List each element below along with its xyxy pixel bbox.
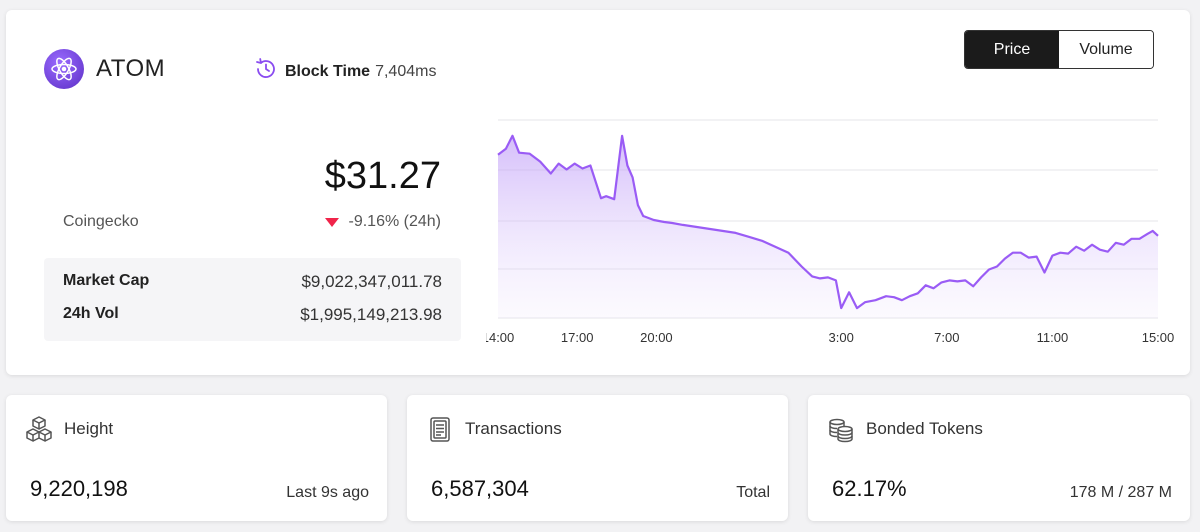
- market-cap-value: $9,022,347,011.78: [301, 272, 442, 291]
- block-time-label: Block Time: [285, 62, 371, 80]
- bonded-value: 62.17%: [832, 476, 907, 501]
- current-price: $31.27: [324, 155, 441, 197]
- transactions-value: 6,587,304: [431, 476, 529, 501]
- transactions-card-header: Transactions: [425, 414, 562, 444]
- history-clock-icon: [253, 56, 279, 87]
- coin-brand: ATOM: [44, 49, 165, 89]
- x-tick-label: 14:00: [486, 330, 514, 345]
- price-source: Coingecko: [63, 213, 139, 230]
- coin-name: ATOM: [96, 55, 166, 82]
- x-tick-label: 17:00: [561, 330, 594, 345]
- x-tick-label: 11:00: [1037, 330, 1069, 345]
- price-area: [498, 135, 1158, 318]
- height-value: 9,220,198: [30, 476, 128, 501]
- x-tick-label: 15:00: [1142, 330, 1175, 345]
- price-chart[interactable]: 14:00 17:00 20:00 3:00 7:00 11:00 15:00: [486, 100, 1186, 350]
- bonded-sub: 178 M / 287 M: [1069, 484, 1172, 501]
- market-stats: Market Cap $9,022,347,011.78 24h Vol $1,…: [44, 258, 461, 341]
- height-card: Height 9,220,198 Last 9s ago: [6, 395, 387, 521]
- chart-mode-toggle: Price Volume: [964, 30, 1154, 69]
- x-tick-label: 20:00: [640, 330, 673, 345]
- down-arrow-icon: [324, 217, 339, 227]
- transactions-card: Transactions 6,587,304 Total: [407, 395, 788, 521]
- market-cap-row: Market Cap $9,022,347,011.78: [63, 272, 442, 292]
- x-tick-label: 3:00: [829, 330, 854, 345]
- volume-label: 24h Vol: [63, 305, 119, 322]
- price-change: -9.16% (24h): [324, 213, 442, 231]
- volume-value: $1,995,149,213.98: [300, 305, 442, 324]
- bonded-card-header: Bonded Tokens: [826, 414, 983, 444]
- height-label: Height: [64, 419, 114, 438]
- bonded-tokens-card: Bonded Tokens 62.17% 178 M / 287 M: [808, 395, 1190, 521]
- coins-icon: [826, 414, 856, 444]
- document-icon: [425, 414, 455, 444]
- block-time: Block Time 7,404ms: [253, 56, 436, 87]
- height-sub: Last 9s ago: [286, 484, 369, 501]
- height-card-header: Height: [24, 414, 113, 444]
- block-time-value: 7,404ms: [375, 62, 437, 80]
- volume-toggle-button[interactable]: Volume: [1059, 31, 1153, 68]
- market-cap-label: Market Cap: [63, 272, 150, 289]
- overview-card: ATOM Block Time 7,404ms $31.27 Coingecko…: [6, 10, 1190, 375]
- price-change-text: -9.16% (24h): [348, 213, 442, 230]
- atom-logo-icon: [44, 49, 84, 89]
- transactions-label: Transactions: [465, 419, 562, 438]
- price-toggle-button[interactable]: Price: [965, 31, 1059, 68]
- volume-row: 24h Vol $1,995,149,213.98: [63, 305, 442, 325]
- transactions-sub: Total: [736, 484, 770, 501]
- bonded-label: Bonded Tokens: [866, 419, 983, 438]
- blocks-icon: [24, 414, 54, 444]
- price-line: [497, 134, 1159, 310]
- x-tick-label: 7:00: [934, 330, 959, 345]
